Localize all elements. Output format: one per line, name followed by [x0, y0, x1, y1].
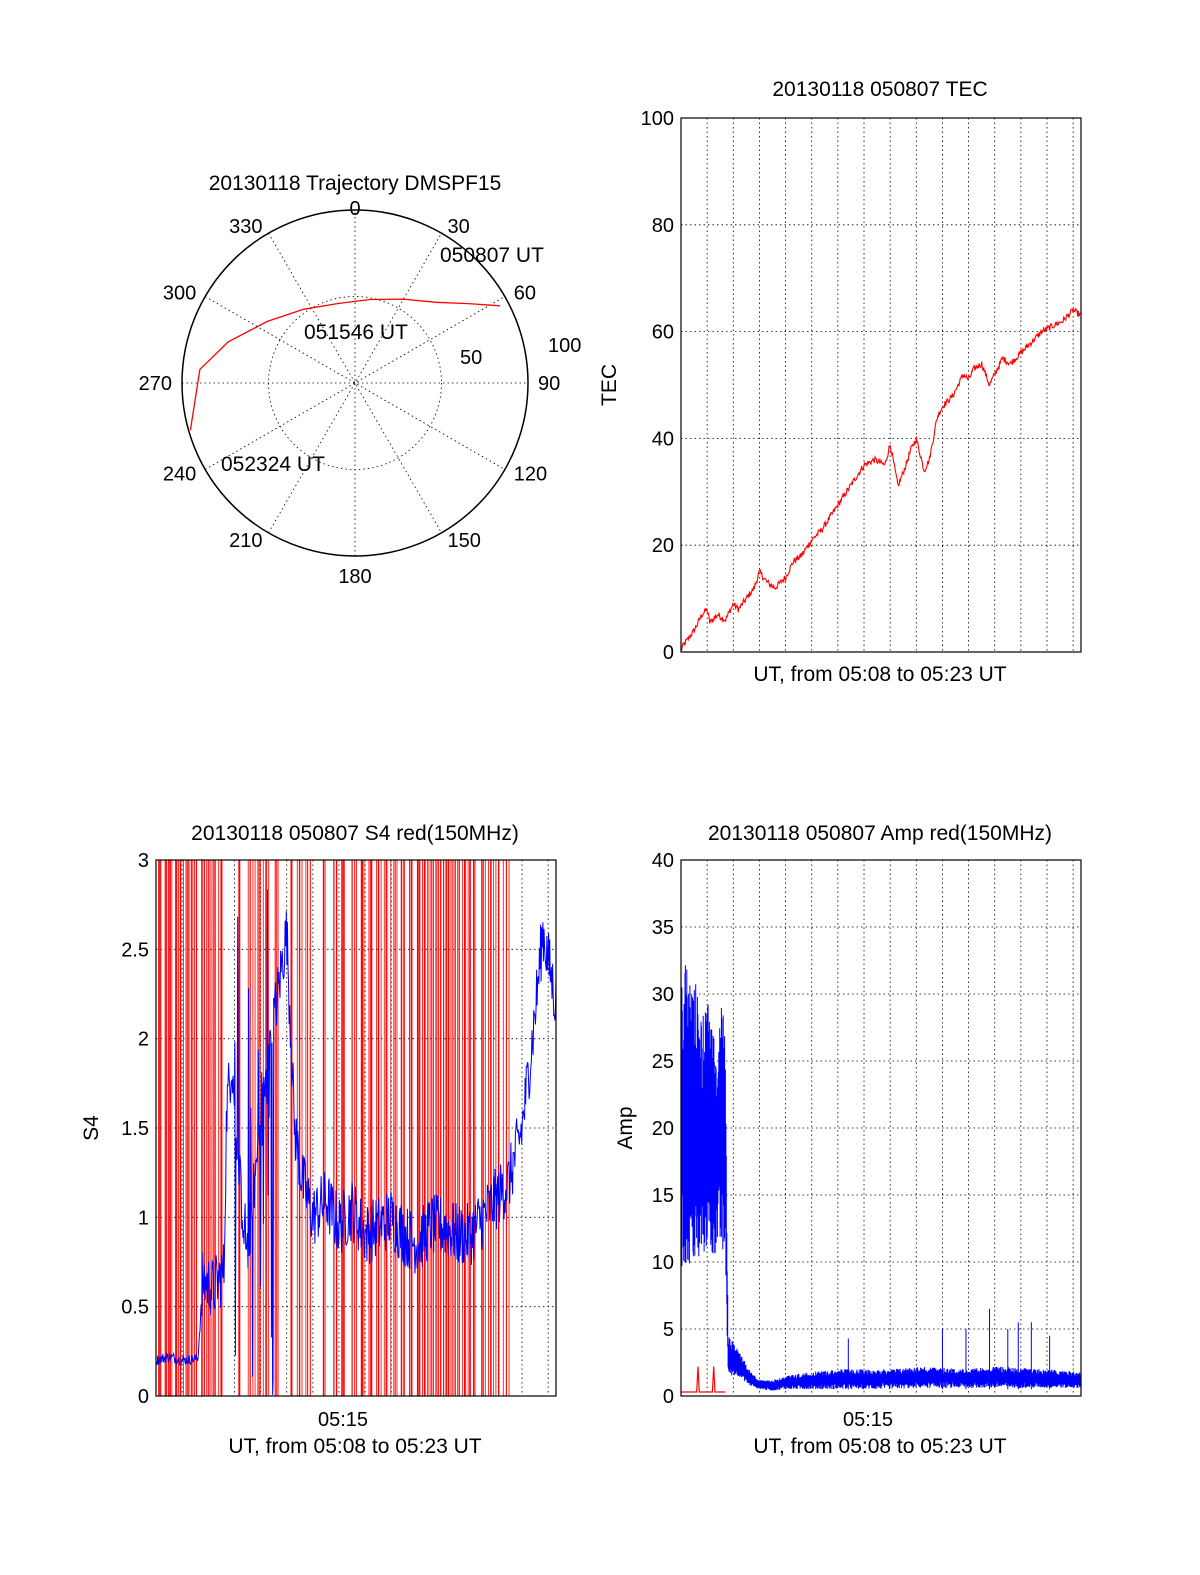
polar-trajectory	[189, 298, 501, 431]
polar-angle-label-240: 240	[163, 464, 196, 486]
polar-grid	[181, 209, 529, 557]
trajectory-polar-panel: 20130118 Trajectory DMSPF15 0 30 60 90 120 15…	[139, 172, 582, 588]
polar-angle-label-270: 270	[139, 373, 172, 395]
amp-y-tick-0: 0	[663, 1386, 674, 1408]
polar-angle-label-60: 60	[514, 283, 536, 305]
s4-y-tick-1.5: 1.5	[121, 1118, 149, 1140]
polar-trajectory-line	[189, 298, 501, 431]
tec-y-tick-0: 0	[663, 642, 674, 664]
amp-y-tick-25: 25	[652, 1051, 674, 1073]
tec-line	[680, 307, 1082, 652]
polar-angle-label-0: 0	[349, 198, 360, 220]
tec-panel: 20130118 050807 TEC 0 20 40 60 80 100 TEC UT,…	[598, 78, 1082, 686]
tec-plot-frame	[680, 117, 1082, 653]
polar-angle-label-30: 30	[448, 216, 470, 238]
amp-y-tick-35: 35	[652, 917, 674, 939]
polar-angle-label-150: 150	[448, 530, 481, 552]
polar-spoke	[204, 296, 506, 470]
s4-y-label: S4	[80, 1115, 103, 1141]
polar-angle-label-120: 120	[514, 464, 547, 486]
trajectory-mid-label: 051546 UT	[304, 321, 408, 344]
s4-title: 20130118 050807 S4 red(150MHz)	[191, 822, 519, 845]
polar-angle-label-210: 210	[229, 530, 262, 552]
amp-y-label: Amp	[614, 1106, 637, 1149]
amp-title: 20130118 050807 Amp red(150MHz)	[708, 822, 1052, 845]
polar-spoke	[204, 296, 506, 470]
s4-y-tick-0: 0	[138, 1386, 149, 1408]
tec-y-tick-80: 80	[652, 215, 674, 237]
tec-y-tick-20: 20	[652, 535, 674, 557]
polar-spoke	[268, 232, 442, 534]
tec-title: 20130118 050807 TEC	[772, 78, 987, 101]
amp-plot-frame	[680, 859, 1082, 1397]
amp-y-tick-5: 5	[663, 1319, 674, 1341]
s4-y-ticks: 0 0.5 1 1.5 2 2.5 3	[121, 850, 149, 1408]
amp-y-tick-10: 10	[652, 1252, 674, 1274]
s4-x-label: UT, from 05:08 to 05:23 UT	[228, 1435, 481, 1458]
tec-grid	[681, 118, 1081, 652]
polar-spoke	[268, 232, 442, 534]
s4-y-tick-0.5: 0.5	[121, 1297, 149, 1319]
amp-grid	[681, 860, 1081, 1396]
amp-y-tick-40: 40	[652, 850, 674, 872]
polar-title: 20130118 Trajectory DMSPF15	[209, 172, 502, 195]
trajectory-end-label: 052324 UT	[221, 453, 325, 476]
s4-panel: 20130118 050807 S4 red(150MHz) 0 0.5 1 1.5 2…	[80, 822, 557, 1458]
s4-y-tick-2: 2	[138, 1029, 149, 1051]
polar-radius-label-50: 50	[460, 347, 482, 369]
s4-x-tick-0515: 05:15	[318, 1409, 368, 1431]
tec-y-tick-60: 60	[652, 322, 674, 344]
amp-x-label: UT, from 05:08 to 05:23 UT	[753, 1435, 1006, 1458]
polar-angle-label-330: 330	[229, 216, 262, 238]
s4-series	[155, 860, 557, 1396]
amp-y-ticks: 0 5 10 15 20 25 30 35 40	[652, 850, 674, 1408]
s4-plot-frame	[155, 859, 557, 1397]
polar-angle-label-300: 300	[163, 283, 196, 305]
amp-y-tick-20: 20	[652, 1118, 674, 1140]
trajectory-start-label: 050807 UT	[440, 244, 544, 267]
tec-series	[680, 307, 1082, 652]
amp-red-line	[681, 1366, 726, 1393]
s4-y-tick-2.5: 2.5	[121, 939, 149, 961]
amp-panel: 20130118 050807 Amp red(150MHz) 0 5 10 15 20…	[614, 822, 1082, 1458]
amp-series	[680, 965, 1082, 1393]
polar-angle-label-180: 180	[338, 566, 371, 588]
s4-blue-line	[155, 889, 557, 1396]
tec-y-tick-40: 40	[652, 428, 674, 450]
polar-radius-label-100: 100	[548, 335, 581, 357]
polar-angle-label-90: 90	[538, 373, 560, 395]
s4-y-tick-3: 3	[138, 850, 149, 872]
s4-y-tick-1: 1	[138, 1207, 149, 1229]
amp-x-tick-0515: 05:15	[843, 1409, 893, 1431]
tec-y-tick-100: 100	[641, 108, 674, 130]
tec-y-ticks: 0 20 40 60 80 100	[641, 108, 674, 664]
amp-y-tick-30: 30	[652, 984, 674, 1006]
amp-y-tick-15: 15	[652, 1185, 674, 1207]
polar-angle-labels: 0 30 60 90 120 150 180 210 240 270 300 330	[139, 198, 561, 588]
tec-x-label: UT, from 05:08 to 05:23 UT	[753, 663, 1006, 686]
tec-y-label: TEC	[598, 364, 621, 406]
